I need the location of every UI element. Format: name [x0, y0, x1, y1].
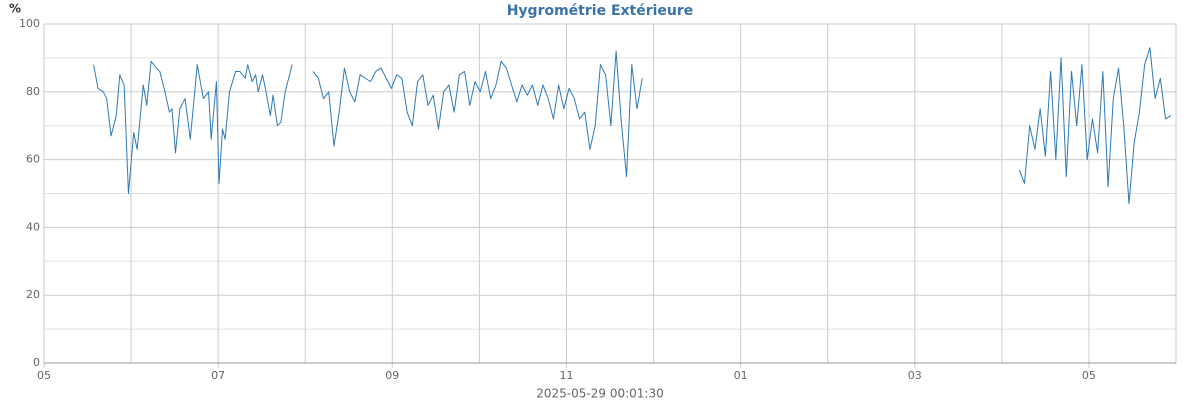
x-tick-label: 11 — [559, 369, 573, 382]
x-tick-label: 05 — [1082, 369, 1096, 382]
y-tick-label: 20 — [26, 288, 40, 301]
x-tick-label: 05 — [37, 369, 51, 382]
data-line — [93, 47, 1172, 205]
y-tick-label: 80 — [26, 85, 40, 98]
y-tick-label: 0 — [33, 356, 40, 369]
x-tick-label: 01 — [734, 369, 748, 382]
x-tick-label: 09 — [385, 369, 399, 382]
x-tick-label: 07 — [211, 369, 225, 382]
y-tick-label: 40 — [26, 220, 40, 233]
y-tick-label: 60 — [26, 153, 40, 166]
x-axis-label: 2025-05-29 00:01:30 — [536, 387, 663, 400]
chart-title: Hygrométrie Extérieure — [507, 3, 694, 19]
x-tick-label: 03 — [908, 369, 922, 382]
y-tick-label: 100 — [19, 17, 40, 30]
y-axis-label: % — [9, 2, 21, 16]
